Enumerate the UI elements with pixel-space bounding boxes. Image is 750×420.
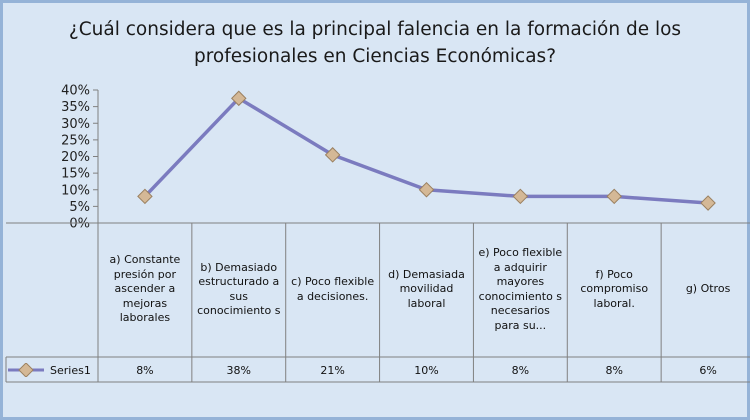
- category-label: f) Poco compromiso laboral.: [580, 267, 649, 310]
- data-point-marker: [137, 188, 153, 205]
- y-tick-label: 25%: [61, 133, 90, 148]
- data-point-marker: [700, 195, 716, 211]
- category-label: e) Poco flexible a adquirir mayores cono…: [478, 246, 563, 332]
- y-tick-label: 20%: [61, 150, 90, 165]
- data-point-marker: [512, 188, 529, 205]
- data-table-value: 38%: [226, 363, 251, 377]
- y-tick-label: 35%: [61, 100, 90, 115]
- category-label: c) Poco flexible a decisiones.: [291, 275, 375, 303]
- category-label: d) Demasiada movilidad laboral: [388, 267, 465, 310]
- legend-series-label: Series1: [50, 363, 91, 377]
- legend-marker: [8, 363, 44, 377]
- data-point-marker: [231, 90, 247, 107]
- data-point-marker: [606, 188, 622, 205]
- data-point-marker: [324, 147, 341, 163]
- category-label: a) Constante presión por ascender a mejo…: [109, 253, 181, 325]
- data-table-value: 21%: [320, 363, 345, 377]
- data-table-value: 10%: [414, 363, 439, 377]
- y-tick-label: 15%: [61, 167, 90, 182]
- y-tick-label: 0%: [69, 217, 90, 232]
- data-point-marker: [418, 181, 435, 198]
- legend: Series1: [6, 358, 98, 382]
- y-tick-label: 30%: [61, 117, 90, 132]
- category-label: g) Otros: [685, 282, 731, 296]
- y-tick-label: 10%: [61, 183, 90, 198]
- data-table-value: 8%: [605, 363, 623, 377]
- data-table-value: 6%: [699, 363, 717, 377]
- chart-title: ¿Cuál considera que es la principal fale…: [68, 19, 682, 67]
- data-table-value: 8%: [136, 363, 154, 377]
- y-tick-label: 40%: [61, 84, 90, 99]
- data-table-value: 8%: [511, 363, 530, 377]
- y-tick-label: 5%: [69, 200, 90, 215]
- category-label: b) Demasiado estructurado a sus conocimi…: [197, 260, 281, 318]
